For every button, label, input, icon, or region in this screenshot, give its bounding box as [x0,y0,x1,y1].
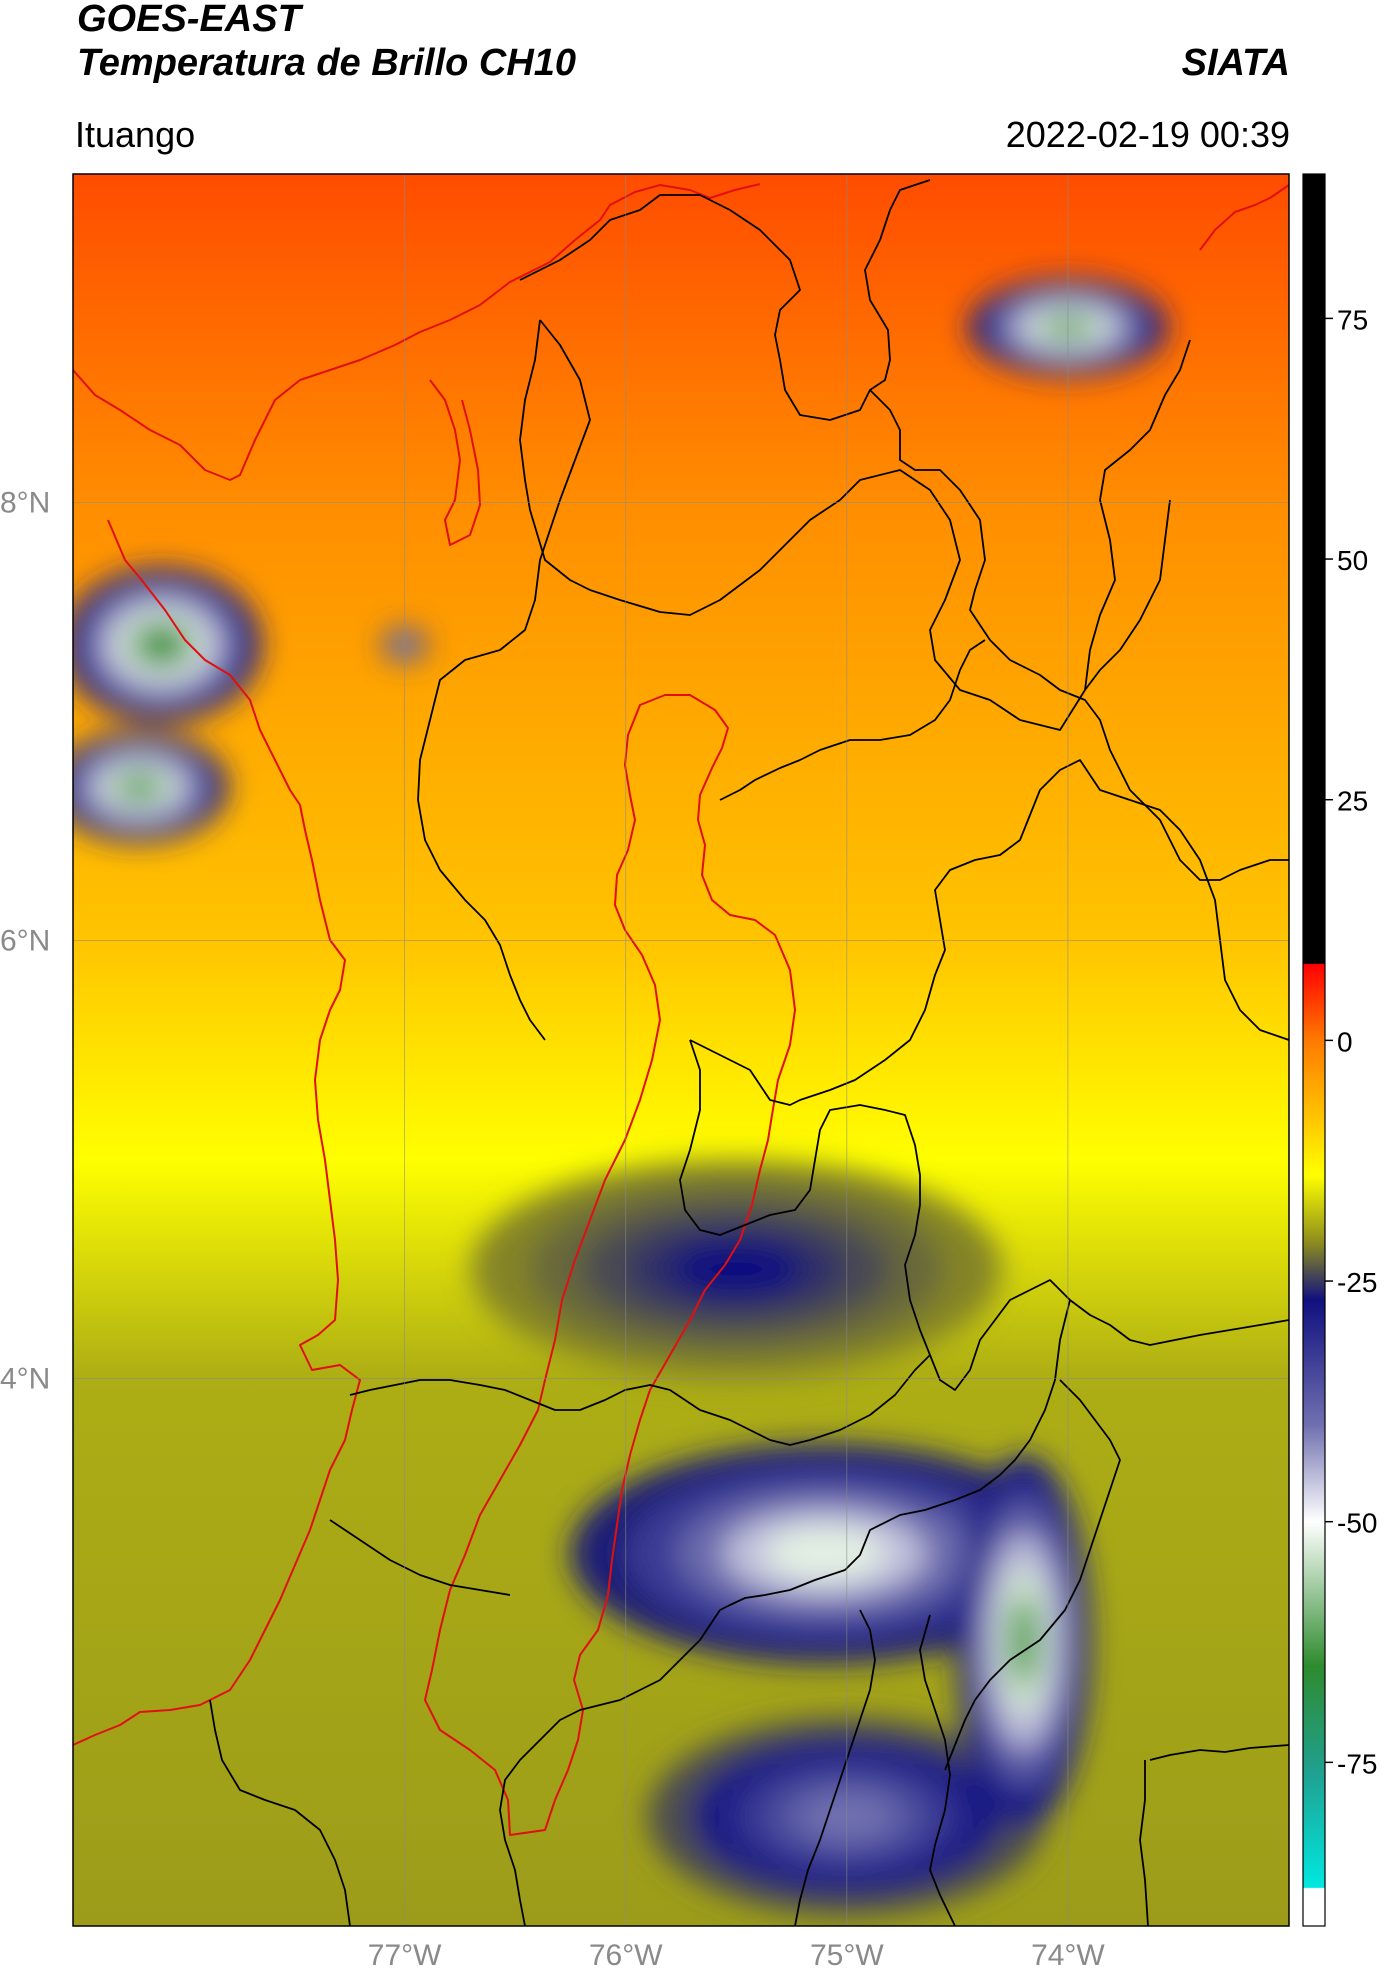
cloud-feature [73,732,228,842]
datetime-label: 2022-02-19 00:39 [1005,114,1290,155]
cloud-contour [763,1527,886,1580]
admin-line-11 [794,1609,876,1926]
cloud-feature [570,1444,1079,1664]
map-gridlines [73,174,1289,1926]
region-ituango [424,694,796,1836]
admin-line-3 [519,179,931,421]
admin-line-7 [679,1039,1289,1391]
cloud-feature [470,1159,1002,1379]
lon-tick-label: 76°W [589,1939,663,1972]
product-subtitle: Temperatura de Brillo CH10 [77,42,577,84]
admin-line-13 [919,1614,956,1926]
admin-line-2 [519,319,1191,731]
coastline-gulf [429,379,481,546]
cloud-contour [1007,1596,1040,1686]
colorbar-ticks: 75 50 25 0 -25 -50 -75 [1325,304,1377,1779]
cloud-contour [137,626,186,664]
location-label: Ituango [75,114,196,155]
lon-tick-label: 74°W [1031,1939,1105,1972]
lon-tick-label: 75°W [810,1939,884,1972]
lon-tick-label: 77°W [368,1939,442,1972]
colorbar-tick-label: -50 [1337,1508,1377,1539]
background-field [73,174,1289,1926]
cloud-feature [957,1455,1091,1828]
admin-line-5 [719,639,986,801]
map-axis-labels: 77°W 76°W 75°W 74°W 4°N 6°N 8°N [0,487,1105,1973]
admin-line-16 [1149,1744,1289,1761]
admin-line-12 [499,1609,721,1926]
admin-line-14 [329,1519,511,1596]
admin-line-8 [349,1354,931,1446]
coastline-ne [1199,184,1289,251]
colorbar-frame [1302,173,1326,1927]
temperature-field [73,174,1289,1926]
coastline-pacific [73,519,361,1746]
admin-line-6 [689,759,1289,1106]
admin-line-15 [209,1699,351,1926]
cloud-contour [672,1242,800,1296]
map-boundaries [73,179,1289,1926]
admin-line-1 [417,319,591,1041]
admin-line-17 [1139,1760,1149,1926]
colorbar-tick-label: -75 [1337,1748,1377,1779]
cloud-contour [118,774,161,801]
map-frame [72,173,1290,1927]
colorbar: 75 50 25 0 -25 -50 -75 [1302,173,1377,1927]
colorbar-tick-label: -25 [1337,1267,1377,1298]
lat-tick-label: 8°N [0,487,50,520]
colorbar-tick-label: 0 [1337,1026,1353,1057]
coastline-caribbean [73,183,761,481]
lat-tick-label: 4°N [0,1363,50,1396]
admin-line-9 [719,1299,1071,1611]
organization-label: SIATA [1181,42,1290,84]
product-title: GOES-EAST [77,0,301,40]
colorbar-tick-label: 25 [1337,786,1368,817]
colorbar-fill [1303,174,1325,1926]
admin-line-18 [1084,499,1171,691]
colorbar-tick-label: 50 [1337,545,1368,576]
colorbar-tick-label: 75 [1337,304,1368,335]
lat-tick-label: 6°N [0,925,50,958]
cloud-feature [73,568,261,722]
admin-line-4 [869,389,1289,881]
admin-line-10 [944,1379,1121,1771]
